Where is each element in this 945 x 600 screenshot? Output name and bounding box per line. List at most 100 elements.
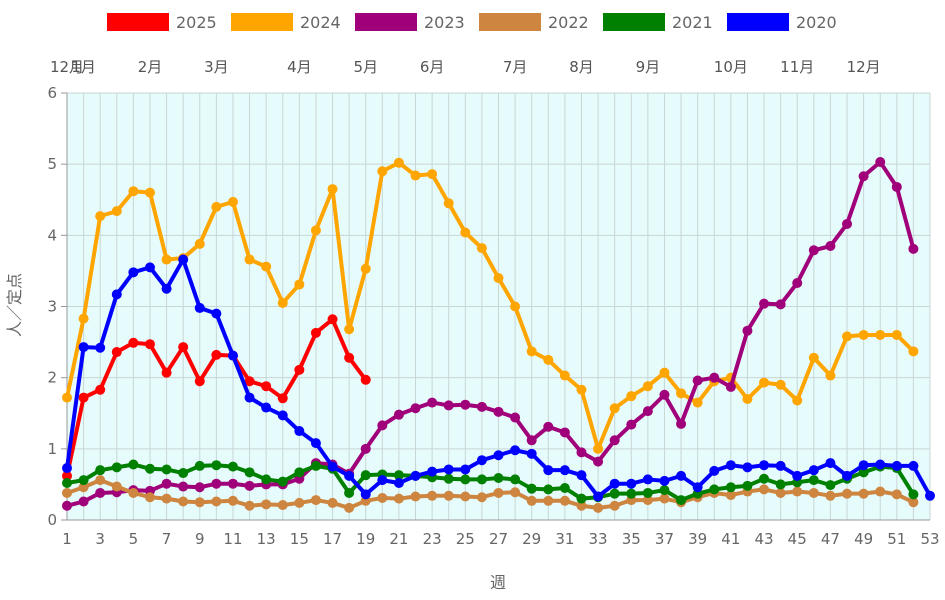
data-point[interactable]	[244, 480, 255, 491]
data-point[interactable]	[576, 500, 587, 511]
data-point[interactable]	[493, 273, 504, 284]
data-point[interactable]	[377, 166, 388, 177]
data-point[interactable]	[227, 478, 238, 489]
data-point[interactable]	[443, 473, 454, 484]
data-point[interactable]	[692, 397, 703, 408]
data-point[interactable]	[360, 443, 371, 454]
data-point[interactable]	[194, 460, 205, 471]
data-point[interactable]	[443, 490, 454, 501]
data-point[interactable]	[310, 460, 321, 471]
data-point[interactable]	[128, 186, 139, 197]
data-point[interactable]	[792, 486, 803, 497]
data-point[interactable]	[95, 487, 106, 498]
data-point[interactable]	[493, 450, 504, 461]
data-point[interactable]	[891, 460, 902, 471]
data-point[interactable]	[62, 463, 72, 474]
data-point[interactable]	[294, 279, 305, 290]
data-point[interactable]	[676, 470, 687, 481]
data-point[interactable]	[78, 475, 89, 486]
data-point[interactable]	[360, 263, 371, 274]
data-point[interactable]	[609, 403, 620, 414]
data-point[interactable]	[825, 241, 836, 252]
data-point[interactable]	[211, 201, 222, 212]
data-point[interactable]	[194, 482, 205, 493]
data-point[interactable]	[211, 478, 222, 489]
data-point[interactable]	[858, 329, 869, 340]
data-point[interactable]	[775, 479, 786, 490]
data-point[interactable]	[95, 475, 106, 486]
data-point[interactable]	[310, 495, 321, 506]
data-point[interactable]	[277, 500, 288, 511]
data-point[interactable]	[261, 261, 272, 272]
data-point[interactable]	[327, 497, 338, 508]
data-point[interactable]	[261, 499, 272, 510]
data-point[interactable]	[294, 426, 305, 437]
data-point[interactable]	[377, 492, 388, 503]
data-point[interactable]	[427, 169, 438, 180]
data-point[interactable]	[62, 500, 72, 511]
data-point[interactable]	[642, 495, 653, 506]
data-point[interactable]	[825, 490, 836, 501]
data-point[interactable]	[908, 460, 919, 471]
data-point[interactable]	[692, 482, 703, 493]
data-point[interactable]	[294, 467, 305, 478]
data-point[interactable]	[144, 339, 155, 350]
data-point[interactable]	[842, 470, 853, 481]
data-point[interactable]	[62, 392, 72, 403]
data-point[interactable]	[659, 475, 670, 486]
data-point[interactable]	[194, 302, 205, 313]
data-point[interactable]	[875, 486, 886, 497]
data-point[interactable]	[211, 496, 222, 507]
data-point[interactable]	[510, 445, 521, 456]
data-point[interactable]	[161, 283, 172, 294]
data-point[interactable]	[427, 490, 438, 501]
data-point[interactable]	[659, 493, 670, 504]
data-point[interactable]	[808, 475, 819, 486]
data-point[interactable]	[393, 477, 404, 488]
data-point[interactable]	[858, 460, 869, 471]
data-point[interactable]	[427, 397, 438, 408]
data-point[interactable]	[842, 488, 853, 499]
data-point[interactable]	[78, 313, 89, 324]
data-point[interactable]	[642, 381, 653, 392]
data-point[interactable]	[294, 497, 305, 508]
data-point[interactable]	[626, 478, 637, 489]
data-point[interactable]	[62, 487, 72, 498]
data-point[interactable]	[261, 474, 272, 485]
data-point[interactable]	[510, 487, 521, 498]
data-point[interactable]	[576, 447, 587, 458]
data-point[interactable]	[344, 352, 355, 363]
data-point[interactable]	[460, 491, 471, 502]
data-point[interactable]	[725, 460, 736, 471]
data-point[interactable]	[95, 465, 106, 476]
data-point[interactable]	[244, 392, 255, 403]
data-point[interactable]	[261, 381, 272, 392]
data-point[interactable]	[294, 364, 305, 375]
data-point[interactable]	[62, 470, 72, 481]
data-point[interactable]	[277, 297, 288, 308]
data-point[interactable]	[310, 327, 321, 338]
data-point[interactable]	[62, 477, 72, 488]
data-point[interactable]	[95, 384, 106, 395]
data-point[interactable]	[543, 421, 554, 432]
data-point[interactable]	[576, 470, 587, 481]
data-point[interactable]	[227, 495, 238, 506]
data-point[interactable]	[161, 478, 172, 489]
data-point[interactable]	[277, 393, 288, 404]
data-point[interactable]	[559, 465, 570, 476]
data-point[interactable]	[410, 470, 421, 481]
data-point[interactable]	[609, 488, 620, 499]
data-point[interactable]	[393, 493, 404, 504]
data-point[interactable]	[891, 181, 902, 192]
data-point[interactable]	[659, 389, 670, 400]
data-point[interactable]	[410, 170, 421, 181]
data-point[interactable]	[891, 329, 902, 340]
data-point[interactable]	[559, 495, 570, 506]
data-point[interactable]	[493, 473, 504, 484]
data-point[interactable]	[759, 377, 770, 388]
data-point[interactable]	[476, 455, 487, 466]
data-point[interactable]	[393, 157, 404, 168]
data-point[interactable]	[676, 388, 687, 399]
data-point[interactable]	[277, 476, 288, 487]
data-point[interactable]	[842, 218, 853, 229]
